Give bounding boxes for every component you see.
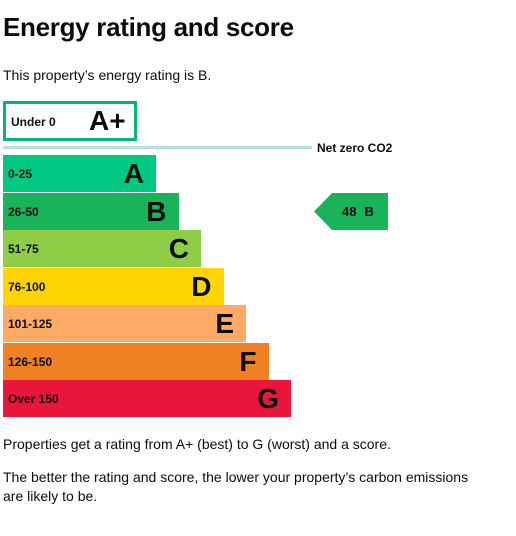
rating-explanation: Properties get a rating from A+ (best) t…: [3, 436, 391, 452]
band-range: 101-125: [8, 317, 53, 331]
band-range: 26-50: [8, 204, 39, 219]
band-e: 101-125 E: [3, 305, 246, 342]
band-d: 76-100 D: [3, 267, 224, 305]
band-letter: B: [146, 195, 167, 227]
emissions-explanation: The better the rating and score, the low…: [3, 469, 469, 504]
band-c: 51-75 C: [3, 230, 201, 267]
band-letter: D: [191, 270, 212, 302]
arrow-shape: [314, 193, 388, 230]
band-range: 0-25: [8, 167, 33, 181]
band-letter: C: [168, 233, 189, 264]
current-rating-letter: B: [364, 204, 374, 219]
band-letter: E: [215, 308, 234, 339]
band-a: 0-25 A: [3, 155, 156, 192]
band-g: Over 150 G: [3, 380, 291, 417]
band-b: 26-50 B: [3, 192, 179, 230]
band-range: Over 150: [8, 392, 59, 406]
current-rating-arrow: 48 B: [314, 193, 388, 230]
band-range: 51-75: [8, 242, 39, 256]
band-aplus: Under 0 A+: [3, 101, 137, 141]
net-zero-label: Net zero CO2: [317, 141, 393, 155]
band-f: 126-150 F: [3, 342, 269, 380]
band-letter: G: [257, 383, 279, 414]
band-range: 76-100: [8, 279, 46, 294]
band-letter: F: [239, 345, 257, 377]
band-range: 126-150: [8, 354, 53, 369]
rating-intro: This property’s energy rating is B.: [3, 67, 212, 83]
band-letter: A: [123, 158, 144, 189]
current-rating-score: 48: [342, 204, 357, 219]
band-aplus-range: Under 0: [11, 115, 56, 129]
page-title: Energy rating and score: [3, 12, 294, 42]
net-zero-line: [3, 146, 312, 149]
band-aplus-letter: A+: [89, 105, 126, 136]
